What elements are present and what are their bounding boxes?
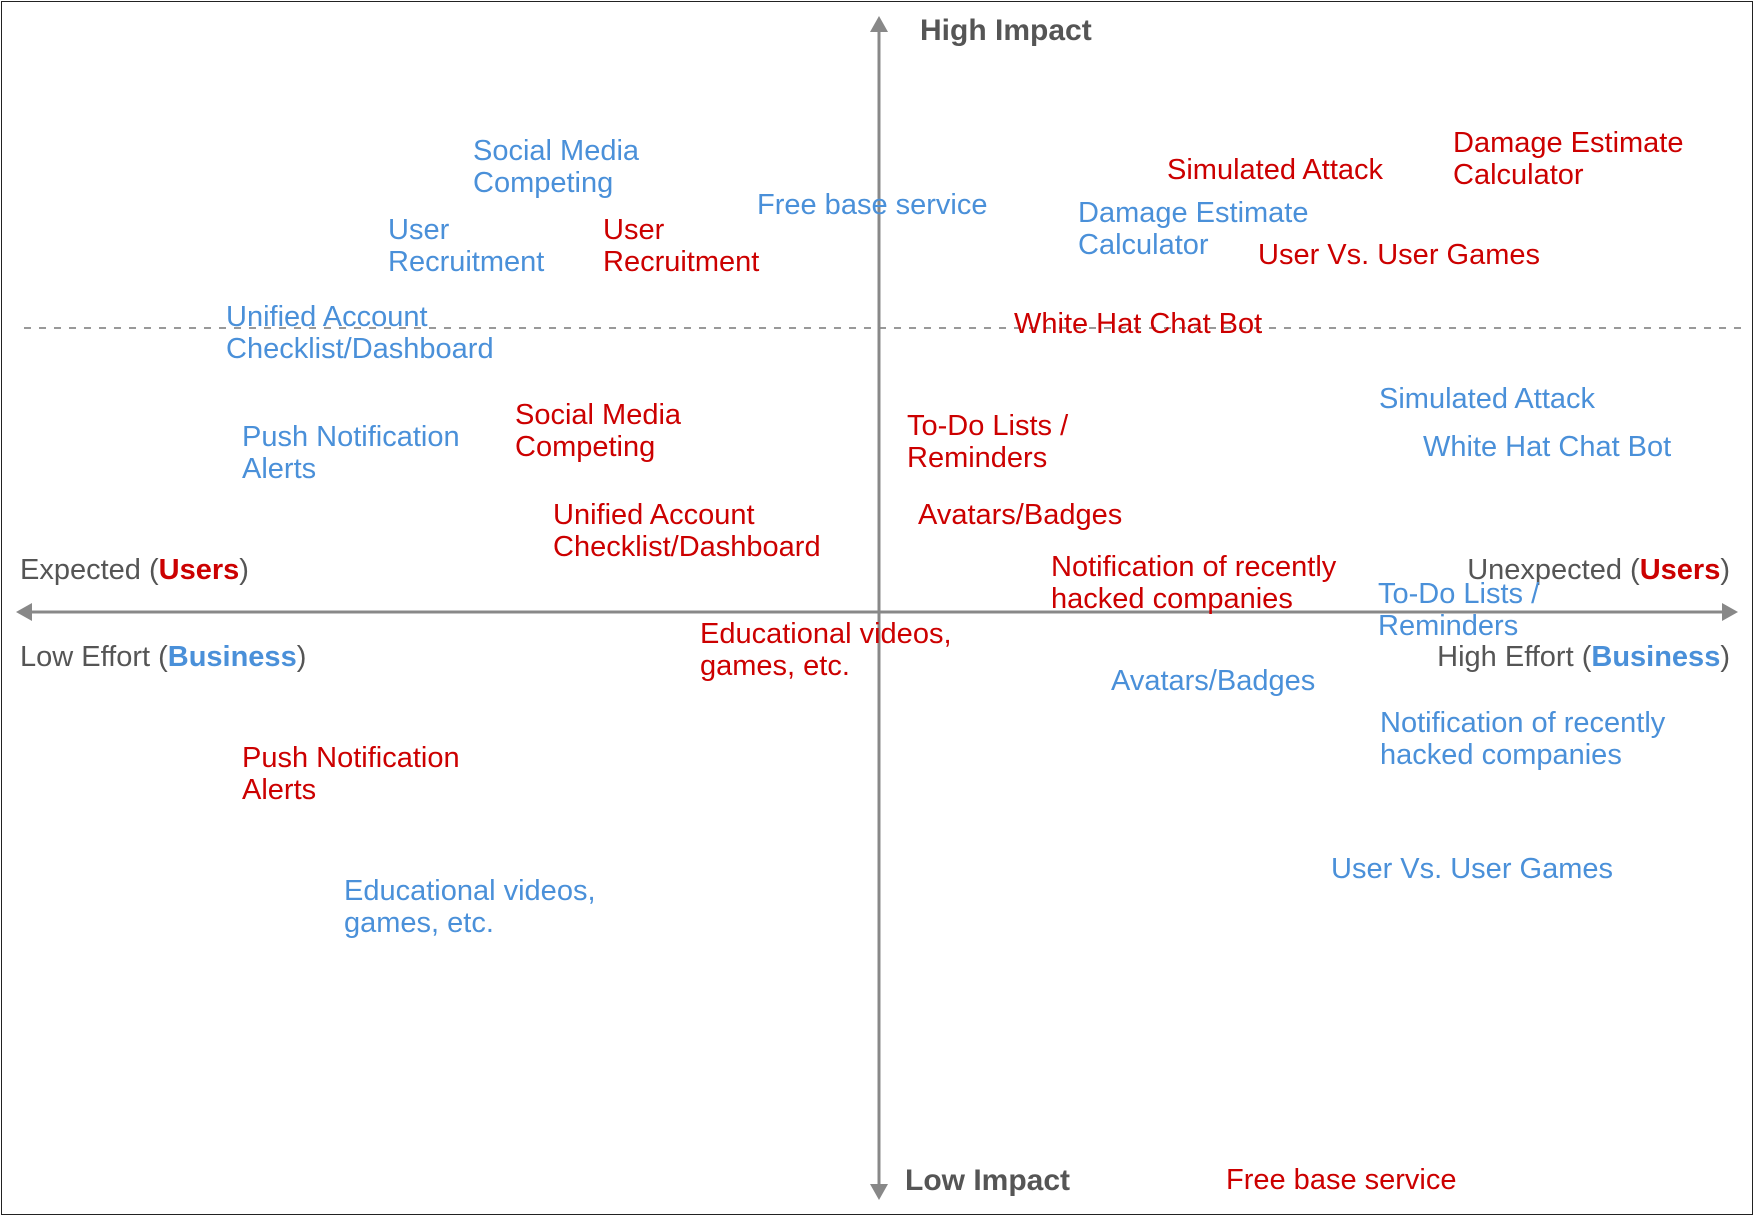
low-effort-text: Low Effort ( [20,641,168,673]
users-free-base-service: Free base service [1226,1164,1457,1196]
label-line: Unified Account [553,499,755,531]
business-emphasis: Business [167,641,297,673]
users-emphasis: Users [158,554,240,586]
paren-close: ) [1720,641,1730,673]
business-emphasis: Business [1591,641,1721,673]
high-impact-label: High Impact [920,14,1092,47]
users-simulated-attack: Simulated Attack [1167,154,1383,186]
label-line: Simulated Attack [1379,383,1595,415]
right-arrowhead-icon [1722,603,1738,621]
label-line: Alerts [242,453,317,485]
label-line: hacked companies [1051,583,1293,615]
label-line: Social Media [515,399,682,431]
label-line: hacked companies [1380,739,1622,771]
label-line: Damage Estimate [1453,127,1684,159]
up-arrowhead-icon [870,16,888,32]
users-white-hat-chat-bot: White Hat Chat Bot [1014,308,1262,340]
label-line: Social Media [473,135,640,167]
label-line: Unified Account [226,301,428,333]
business-unified-account-checklist: Unified Account Checklist/Dashboard [226,301,494,365]
label-line: Recruitment [388,246,545,278]
label-line: Avatars/Badges [1111,665,1316,697]
label-line: Notification of recently [1380,707,1666,739]
label-line: Educational videos, [344,875,596,907]
label-line: User Vs. User Games [1258,239,1540,271]
high-effort-text: High Effort ( [1437,641,1592,673]
business-user-vs-user-games: User Vs. User Games [1331,853,1613,885]
label-line: White Hat Chat Bot [1423,431,1672,463]
users-push-notification-alerts: Push Notification Alerts [242,742,460,806]
left-arrowhead-icon [16,603,32,621]
users-social-media-competing: Social Media Competing [515,399,681,463]
label-line: Educational videos, [700,618,952,650]
label-line: Free base service [1226,1164,1457,1196]
label-line: Push Notification [242,421,460,453]
expected-users-label: Expected (Users) [20,554,249,586]
users-user-vs-user-games: User Vs. User Games [1258,239,1540,271]
label-line: Free base service [757,189,988,221]
label-line: User Vs. User Games [1331,853,1613,885]
label-line: Calculator [1078,229,1209,261]
business-avatars-badges: Avatars/Badges [1111,665,1315,697]
label-line: Push Notification [242,742,460,774]
users-damage-estimate-calculator: Damage Estimate Calculator [1453,127,1684,191]
label-line: Reminders [907,442,1048,474]
users-educational-videos-games: Educational videos, games, etc. [700,618,952,682]
users-unified-account-checklist: Unified Account Checklist/Dashboard [553,499,821,563]
business-simulated-attack: Simulated Attack [1379,383,1595,415]
label-line: Competing [515,431,656,463]
low-impact-label: Low Impact [905,1164,1071,1197]
paren-close: ) [239,554,249,586]
label-line: To-Do Lists / [907,410,1069,442]
business-educational-videos-games: Educational videos, games, etc. [344,875,596,939]
business-notification-hacked-companies: Notification of recently hacked companie… [1380,707,1665,771]
label-line: games, etc. [344,907,494,939]
high-effort-business-label: High Effort (Business) [1437,641,1730,673]
label-line: Checklist/Dashboard [226,333,494,365]
label-line: Avatars/Badges [918,499,1123,531]
label-line: Damage Estimate [1078,197,1309,229]
users-notification-hacked-companies: Notification of recently hacked companie… [1051,551,1336,615]
label-line: games, etc. [700,650,850,682]
unexpected-text: Unexpected ( [1467,554,1640,586]
label-line: White Hat Chat Bot [1014,308,1263,340]
users-user-recruitment: User Recruitment [603,214,759,278]
expected-text: Expected ( [20,554,159,586]
users-emphasis: Users [1639,554,1721,586]
paren-close: ) [296,641,307,673]
business-todo-lists-reminders: To-Do Lists / Reminders [1378,578,1539,642]
business-social-media-competing: Social Media Competing [473,135,639,199]
low-effort-business-label: Low Effort (Business) [20,641,306,673]
label-line: Recruitment [603,246,760,278]
business-free-base-service: Free base service [757,189,988,221]
label-line: To-Do Lists / [1378,578,1540,610]
business-white-hat-chat-bot: White Hat Chat Bot [1423,431,1671,463]
label-line: Alerts [242,774,317,806]
users-avatars-badges: Avatars/Badges [918,499,1122,531]
business-push-notification-alerts: Push Notification Alerts [242,421,460,485]
label-line: Notification of recently [1051,551,1337,583]
business-damage-estimate-calculator: Damage Estimate Calculator [1078,197,1309,261]
label-line: Competing [473,167,614,199]
label-line: Calculator [1453,159,1584,191]
label-line: User [388,214,450,246]
down-arrowhead-icon [870,1184,888,1200]
users-todo-lists-reminders: To-Do Lists / Reminders [907,410,1068,474]
label-line: User [603,214,665,246]
unexpected-users-label: Unexpected (Users) [1467,554,1730,586]
label-line: Reminders [1378,610,1519,642]
paren-close: ) [1720,554,1730,586]
label-line: Simulated Attack [1167,154,1383,186]
label-line: Checklist/Dashboard [553,531,821,563]
business-user-recruitment: User Recruitment [388,214,544,278]
